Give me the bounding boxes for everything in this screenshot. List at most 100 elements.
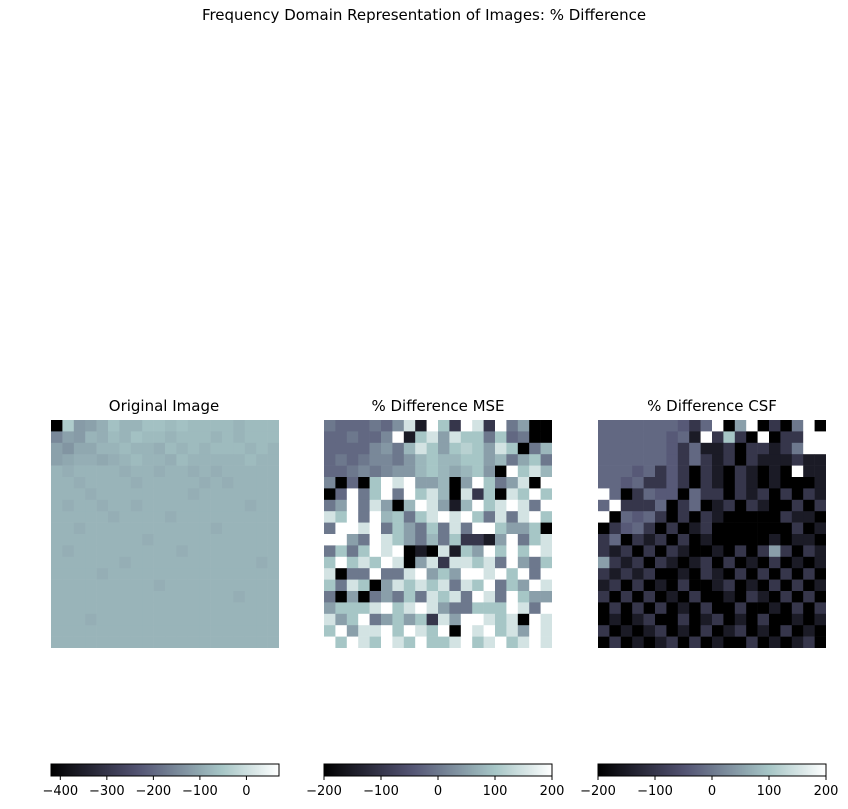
heatmap-cell	[142, 420, 154, 432]
heatmap-cell	[620, 591, 633, 603]
heatmap-cell	[620, 568, 633, 580]
heatmap-cell	[108, 602, 120, 615]
heatmap-cell	[472, 511, 484, 523]
heatmap-cell	[700, 420, 713, 432]
heatmap-cell	[620, 499, 633, 512]
heatmap-cell	[415, 420, 427, 432]
heatmap-cell	[746, 556, 758, 569]
heatmap-cell	[449, 568, 462, 580]
heatmap-cell	[529, 499, 541, 512]
heatmap-cell	[51, 534, 63, 546]
heatmap-cell	[210, 591, 223, 603]
heatmap-cell	[73, 579, 86, 592]
heatmap-cell	[495, 522, 507, 535]
heatmap-cell	[757, 465, 770, 478]
heatmap-cell	[517, 579, 530, 592]
heatmap-cell	[483, 442, 496, 455]
heatmap-cell	[96, 442, 109, 455]
heatmap-cell	[517, 454, 530, 466]
heatmap-cell	[791, 522, 804, 535]
heatmap-cell	[335, 636, 348, 648]
heatmap-cell	[598, 613, 610, 626]
heatmap-cell	[483, 477, 496, 489]
heatmap-cell	[403, 465, 416, 478]
heatmap-cell	[540, 454, 552, 466]
heatmap-cell	[712, 442, 724, 455]
heatmap-cell	[769, 488, 781, 501]
heatmap-cell	[210, 534, 223, 546]
heatmap-cell	[267, 522, 279, 535]
heatmap-cell	[108, 511, 120, 523]
heatmap-cell	[96, 499, 109, 512]
heatmap-cell	[142, 522, 154, 535]
heatmap-cell	[540, 488, 552, 501]
heatmap-cell	[803, 522, 815, 535]
heatmap-cell	[96, 613, 109, 626]
heatmap-cell	[233, 465, 246, 478]
heatmap-cell	[335, 499, 348, 512]
heatmap-cell	[222, 568, 234, 580]
heatmap-cell	[244, 613, 257, 626]
heatmap-cell	[176, 488, 189, 501]
heatmap-cell	[609, 625, 622, 637]
heatmap-cell	[108, 636, 120, 648]
heatmap-cell	[655, 579, 667, 592]
heatmap-cell	[426, 465, 439, 478]
heatmap-cell	[643, 499, 656, 512]
heatmap-cell	[746, 534, 758, 546]
heatmap-cell	[700, 613, 713, 626]
heatmap-cell	[222, 613, 234, 626]
heatmap-cell	[96, 625, 109, 637]
heatmap-cell	[689, 511, 701, 523]
heatmap-cell	[495, 579, 507, 592]
heatmap-cell	[666, 511, 679, 523]
heatmap-cell	[267, 625, 279, 637]
heatmap-cell	[73, 545, 86, 558]
heatmap-cell	[199, 511, 211, 523]
heatmap-cell	[358, 511, 370, 523]
heatmap-cell	[199, 488, 211, 501]
heatmap-cell	[267, 556, 279, 569]
heatmap-cell	[381, 579, 393, 592]
heatmap-cell	[803, 499, 815, 512]
heatmap-cell	[666, 477, 679, 489]
heatmap-cell	[449, 442, 462, 455]
heatmap-cell	[392, 534, 405, 546]
heatmap-cell	[780, 636, 793, 648]
heatmap-cell	[62, 636, 75, 648]
heatmap-cell	[153, 499, 166, 512]
heatmap-cell	[426, 556, 439, 569]
heatmap-cell	[346, 591, 359, 603]
heatmap-cell	[780, 442, 793, 455]
heatmap-cell	[73, 568, 86, 580]
heatmap-cell	[712, 454, 724, 466]
heatmap-cell	[256, 477, 268, 489]
heatmap-cell	[712, 522, 724, 535]
heatmap-cell	[244, 442, 257, 455]
heatmap-cell	[803, 488, 815, 501]
colorbar-tick-label: −200	[136, 784, 172, 799]
heatmap-cell	[438, 545, 450, 558]
heatmap-cell	[643, 454, 656, 466]
heatmap-cell	[712, 499, 724, 512]
heatmap-cell	[495, 545, 507, 558]
heatmap-cell	[415, 511, 427, 523]
heatmap-cell	[483, 431, 496, 444]
heatmap-cell	[723, 613, 736, 626]
heatmap-cell	[324, 442, 336, 455]
heatmap-cell	[199, 545, 211, 558]
heatmap-cell	[655, 556, 667, 569]
heatmap-cell	[62, 431, 75, 444]
heatmap-cell	[529, 454, 541, 466]
heatmap-cell	[85, 511, 97, 523]
heatmap-cell	[335, 465, 348, 478]
heatmap-cell	[689, 522, 701, 535]
heatmap-cell	[643, 625, 656, 637]
heatmap-cell	[757, 488, 770, 501]
heatmap-cell	[620, 556, 633, 569]
heatmap-cell	[165, 442, 177, 455]
heatmap-cell	[415, 477, 427, 489]
heatmap-cell	[517, 591, 530, 603]
heatmap-cell	[403, 511, 416, 523]
heatmap-cell	[757, 568, 770, 580]
